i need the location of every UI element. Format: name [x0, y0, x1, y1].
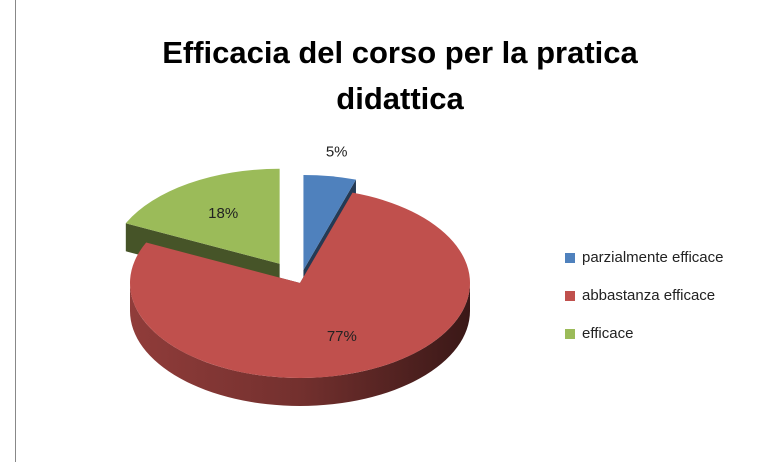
legend-label: parzialmente efficace [582, 249, 723, 266]
slice [303, 174, 356, 270]
slice-side [130, 283, 470, 406]
data-label: 18% [208, 205, 238, 222]
data-label: 5% [326, 144, 348, 161]
legend-label: efficace [582, 325, 633, 342]
slice [129, 192, 470, 378]
legend-swatch [565, 291, 575, 301]
chart-title: Efficacia del corso per la pratica didat… [162, 35, 638, 116]
legend-label: abbastanza efficace [582, 287, 715, 304]
data-label: 77% [327, 328, 357, 345]
legend-swatch [565, 329, 575, 339]
legend-swatch [565, 253, 575, 263]
slice [125, 168, 280, 264]
